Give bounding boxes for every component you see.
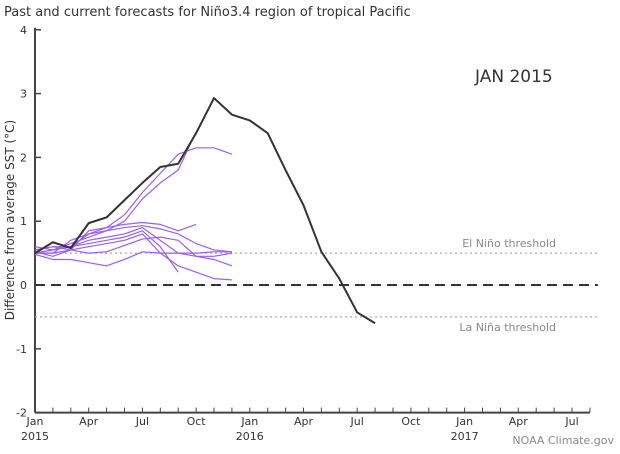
threshold-label: El Niño threshold (462, 237, 556, 250)
y-tick-label: -1 (16, 343, 27, 356)
forecast-line (34, 131, 197, 254)
x-tick-year-label: 2017 (451, 430, 479, 443)
x-tick-label: Jan (455, 415, 473, 428)
y-tick-label: 2 (20, 151, 27, 164)
y-tick-label: 1 (20, 215, 27, 228)
y-axis-label: Difference from average SST (°C) (3, 120, 17, 320)
forecast-line (34, 230, 179, 273)
forecast-line (34, 221, 197, 251)
chart-annotation: JAN 2015 (474, 67, 553, 87)
x-tick-label: Jan (26, 415, 44, 428)
forecast-line (35, 225, 232, 254)
x-tick-label: Jul (350, 415, 364, 428)
x-tick-year-label: 2016 (236, 430, 264, 443)
x-tick-label: Jul (564, 415, 578, 428)
forecast-line (34, 147, 233, 251)
x-tick-year-label: 2015 (21, 430, 49, 443)
x-tick-label: Jul (135, 415, 149, 428)
y-tick-label: -2 (16, 407, 27, 420)
x-tick-label: Apr (79, 415, 99, 428)
observed-line (34, 97, 376, 325)
threshold-label: La Niña threshold (459, 321, 556, 334)
forecast-line (34, 236, 233, 257)
x-tick-label: Apr (294, 415, 314, 428)
y-tick-label: 4 (20, 24, 27, 37)
chart-title: Past and current forecasts for Niño3.4 r… (4, 5, 411, 20)
forecast-line (34, 251, 232, 267)
credit: NOAA Climate.gov (512, 434, 614, 447)
y-tick-label: 0 (20, 279, 27, 292)
y-tick-label: 3 (20, 88, 27, 101)
x-tick-label: Jan (240, 415, 258, 428)
x-tick-label: Oct (187, 415, 207, 428)
x-tick-label: Oct (401, 415, 421, 428)
x-tick-label: Apr (509, 415, 529, 428)
